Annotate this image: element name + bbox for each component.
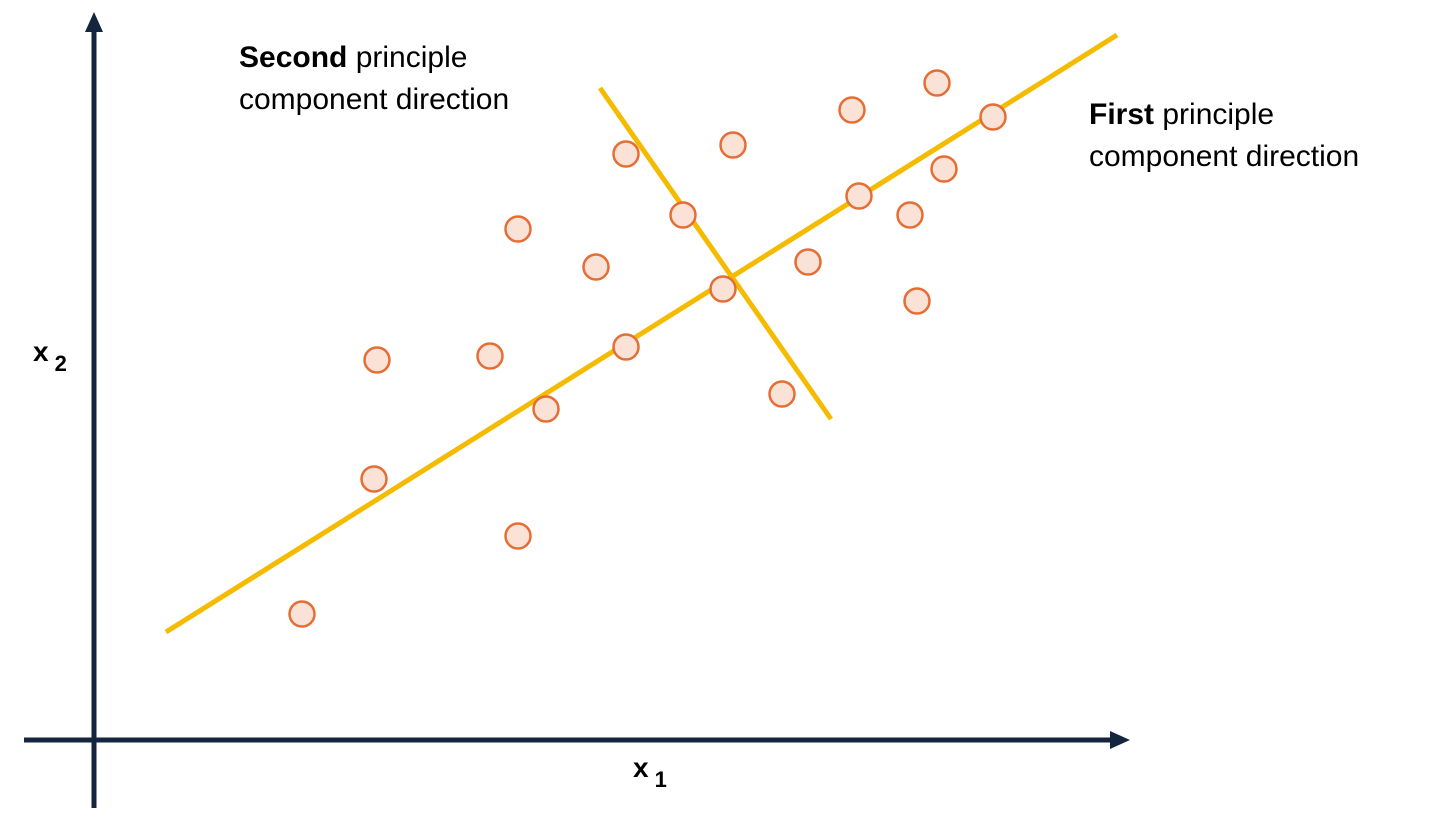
data-point — [476, 342, 504, 370]
x-axis-arrowhead — [1110, 731, 1130, 749]
first-principal-component-label: First principle component direction — [1089, 94, 1359, 178]
axes — [24, 12, 1130, 808]
data-point — [768, 380, 796, 408]
data-point — [719, 131, 747, 159]
data-point — [582, 253, 610, 281]
second-principal-component-line — [597, 86, 834, 421]
data-points — [288, 69, 1007, 628]
first-principal-component-line — [164, 32, 1119, 635]
x-axis-var: x — [633, 752, 649, 783]
second-label-rest: principle — [355, 41, 468, 74]
data-point — [930, 155, 958, 183]
data-point — [504, 522, 532, 550]
data-point — [360, 465, 388, 493]
data-point — [794, 248, 822, 276]
data-point — [669, 201, 697, 229]
second-label-line1: Second principle — [239, 37, 509, 79]
data-point — [838, 96, 866, 124]
y-axis-var: x — [33, 336, 49, 367]
data-point — [532, 395, 560, 423]
second-label-line2: component direction — [239, 83, 510, 116]
y-axis-arrowhead — [85, 12, 103, 32]
first-label-rest: principle — [1162, 98, 1275, 131]
x-axis-subscript: 1 — [654, 767, 667, 792]
data-point — [896, 201, 924, 229]
data-point — [709, 275, 737, 303]
data-point — [363, 346, 391, 374]
data-point — [504, 215, 532, 243]
data-point — [845, 182, 873, 210]
first-label-bold: First — [1089, 98, 1155, 131]
data-point — [612, 140, 640, 168]
data-point — [288, 600, 316, 628]
y-axis-subscript: 2 — [54, 351, 67, 376]
data-point — [903, 287, 931, 315]
data-point — [923, 69, 951, 97]
second-label-bold: Second — [239, 41, 348, 74]
data-point — [979, 103, 1007, 131]
first-label-line1: First principle — [1089, 94, 1359, 136]
data-point — [612, 333, 640, 361]
first-label-line2: component direction — [1089, 140, 1360, 173]
second-principal-component-label: Second principle component direction — [239, 37, 509, 121]
